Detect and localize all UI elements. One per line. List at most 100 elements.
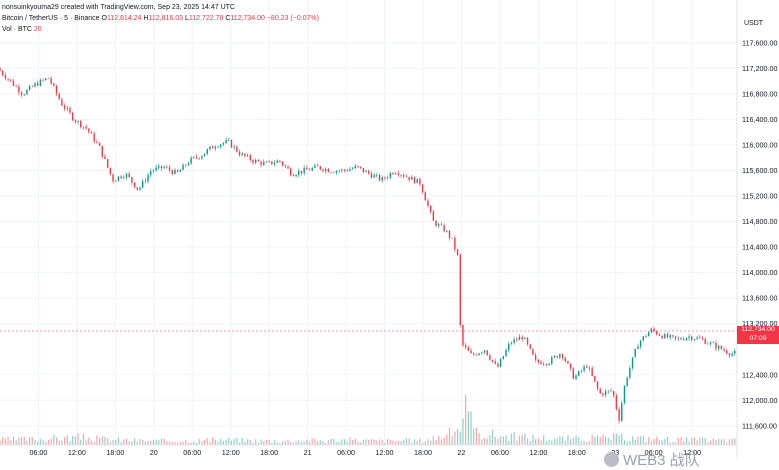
x-tick-label: 18:00 [414, 448, 432, 457]
candle-body [96, 141, 98, 143]
volume-bar [586, 442, 588, 445]
candle-body [707, 343, 709, 345]
volume-bar [543, 435, 545, 445]
candle-body [594, 375, 596, 382]
volume-bar [400, 441, 402, 445]
y-axis: 117,600.00 117,200.00 116,800.00 116,400.00… [742, 38, 777, 430]
volume-bar [185, 439, 187, 445]
y-tick-label: 114,000.00 [742, 268, 777, 277]
candle-body [483, 350, 486, 353]
candle-body [136, 187, 138, 190]
candle-body [176, 169, 179, 172]
volume-bar [117, 437, 120, 445]
candle-body [26, 89, 28, 95]
candle-body [319, 166, 322, 170]
candle-body [168, 167, 171, 171]
volume-bar [376, 440, 378, 445]
candle-body [688, 336, 690, 339]
candle-body [543, 364, 545, 365]
volume-bar [131, 441, 133, 445]
volume-bar [123, 439, 125, 445]
candle-body [499, 359, 502, 367]
candle-body [658, 334, 661, 336]
candle-body [351, 168, 354, 170]
candle-body [569, 363, 572, 369]
volume-bar [462, 418, 464, 445]
price-chart[interactable]: 117,600.00 117,200.00 116,800.00 116,400.00… [0, 0, 779, 459]
volume-bar [212, 437, 214, 445]
x-tick-label: 06:00 [337, 448, 355, 457]
volume-bar [244, 441, 246, 445]
volume-bar [521, 435, 523, 445]
candle-body [572, 368, 575, 379]
volume-bar [238, 442, 241, 445]
candle-body [448, 230, 451, 238]
candle-body [381, 177, 383, 181]
volume-bar [395, 441, 397, 445]
volume-bar [338, 441, 340, 445]
volume-label[interactable]: Vol · BTC [2, 26, 32, 33]
volume-bar [31, 436, 33, 445]
candle-body [731, 353, 733, 356]
candle-body [209, 146, 211, 150]
volume-bar [214, 439, 216, 445]
volume-bar [298, 440, 300, 445]
candle-body [50, 78, 52, 84]
volume-bar [656, 436, 658, 445]
volume-bar [427, 439, 429, 445]
candle-body [222, 142, 225, 145]
candle-body [580, 370, 583, 372]
volume-bar [193, 441, 195, 445]
candle-body [257, 159, 260, 162]
candle-body [260, 161, 262, 165]
candle-body [540, 362, 542, 365]
candle-body [308, 169, 311, 171]
candle-body [715, 342, 717, 349]
candle-body [545, 364, 548, 365]
candle-body [190, 157, 192, 164]
candle-body [427, 200, 429, 206]
volume-bar [553, 438, 556, 445]
volume-bar [346, 442, 348, 445]
currency-unit[interactable]: USDT [744, 20, 764, 27]
candle-body [82, 126, 85, 128]
candle-body [333, 172, 335, 174]
volume-bar [282, 441, 284, 445]
candle-body [187, 163, 190, 166]
candle-body [53, 83, 55, 86]
volume-bar [15, 440, 17, 445]
candle-body [376, 174, 378, 176]
candle-body [23, 94, 25, 96]
candle-body [233, 146, 235, 148]
x-tick-label: 21 [304, 448, 312, 457]
candle-body [198, 157, 200, 159]
volume-bar [664, 438, 666, 445]
volume-bar [483, 437, 486, 445]
candle-body [526, 337, 529, 345]
volume-bar [42, 440, 44, 445]
volume-bar [225, 439, 227, 445]
volume-bar [107, 438, 109, 445]
x-tick-label: 06:00 [491, 448, 509, 457]
candle-body [359, 166, 362, 169]
candle-body [602, 393, 604, 396]
symbol-label[interactable]: Bitcoin / TetherUS · 5 · Binance [2, 15, 100, 22]
candle-body [551, 357, 553, 364]
candle-body [717, 345, 720, 349]
volume-bar [734, 438, 736, 445]
volume-bar [405, 438, 408, 445]
volume-bar [516, 440, 518, 445]
volume-bar [696, 440, 698, 445]
volume-bar [629, 441, 631, 445]
candle-body [343, 169, 346, 171]
candle-body [470, 350, 472, 354]
candle-body [185, 164, 187, 166]
volume-bar [160, 438, 163, 445]
candle-body [561, 354, 564, 358]
candle-body [15, 85, 17, 87]
volume-bar [454, 431, 456, 445]
volume-bar [718, 439, 720, 445]
candle-body [491, 359, 494, 362]
volume-bar [10, 440, 12, 445]
volume-bar [605, 436, 607, 445]
